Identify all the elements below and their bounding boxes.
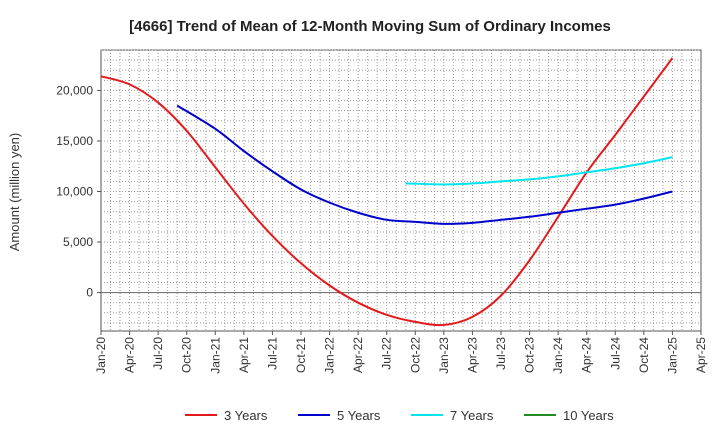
series-line-3-years (100, 57, 674, 327)
x-axis-ticks: Jan-20 Apr-20 Jul-20 Oct-20 Jan-21 Apr-21 Jul-… (94, 331, 708, 374)
plot-area (100, 49, 702, 332)
y-tick-label: 10,000 (56, 185, 93, 199)
legend-label-3-years: 3 Years (224, 408, 268, 423)
x-tick-label: Oct-24 (637, 337, 651, 373)
x-tick-label: Oct-22 (408, 337, 422, 373)
y-tick-label: 15,000 (56, 134, 93, 148)
x-tick-label: Oct-21 (294, 337, 308, 373)
legend: 3 Years 5 Years 7 Years 10 Years (185, 408, 614, 423)
x-tick-label: Jul-24 (608, 337, 622, 370)
x-tick-label: Jul-22 (380, 337, 394, 370)
legend-label-7-years: 7 Years (450, 408, 494, 423)
x-tick-label: Apr-20 (123, 337, 137, 373)
x-tick-label: Oct-23 (523, 337, 537, 373)
x-tick-label: Jan-21 (208, 337, 222, 374)
legend-label-10-years: 10 Years (563, 408, 614, 423)
series-line-5-years (176, 104, 673, 225)
y-tick-label: 0 (86, 286, 93, 300)
x-tick-label: Jan-22 (323, 337, 337, 374)
x-tick-label: Apr-21 (237, 337, 251, 373)
x-tick-label: Apr-23 (465, 337, 479, 373)
x-tick-label: Jul-23 (494, 337, 508, 370)
x-tick-label: Apr-25 (694, 337, 708, 373)
x-tick-label: Jan-23 (437, 337, 451, 374)
chart-title: [4666] Trend of Mean of 12-Month Moving … (129, 18, 611, 35)
x-tick-label: Jul-20 (151, 337, 165, 370)
series-lines (100, 57, 674, 327)
x-tick-label: Jul-21 (265, 337, 279, 370)
series-line-7-years (405, 156, 673, 186)
y-axis-ticks: 0 5,000 10,000 15,000 20,000 (56, 83, 101, 300)
x-tick-label: Apr-24 (580, 337, 594, 373)
grid-lines (101, 49, 701, 331)
x-tick-label: Jan-24 (551, 337, 565, 374)
y-tick-label: 20,000 (56, 83, 93, 97)
x-tick-label: Oct-20 (180, 337, 194, 373)
y-tick-label: 5,000 (63, 235, 93, 249)
x-tick-label: Jan-20 (94, 337, 108, 374)
legend-label-5-years: 5 Years (337, 408, 381, 423)
x-tick-label: Apr-22 (351, 337, 365, 373)
x-tick-label: Jan-25 (665, 337, 679, 374)
y-axis-label: Amount (million yen) (7, 133, 22, 252)
